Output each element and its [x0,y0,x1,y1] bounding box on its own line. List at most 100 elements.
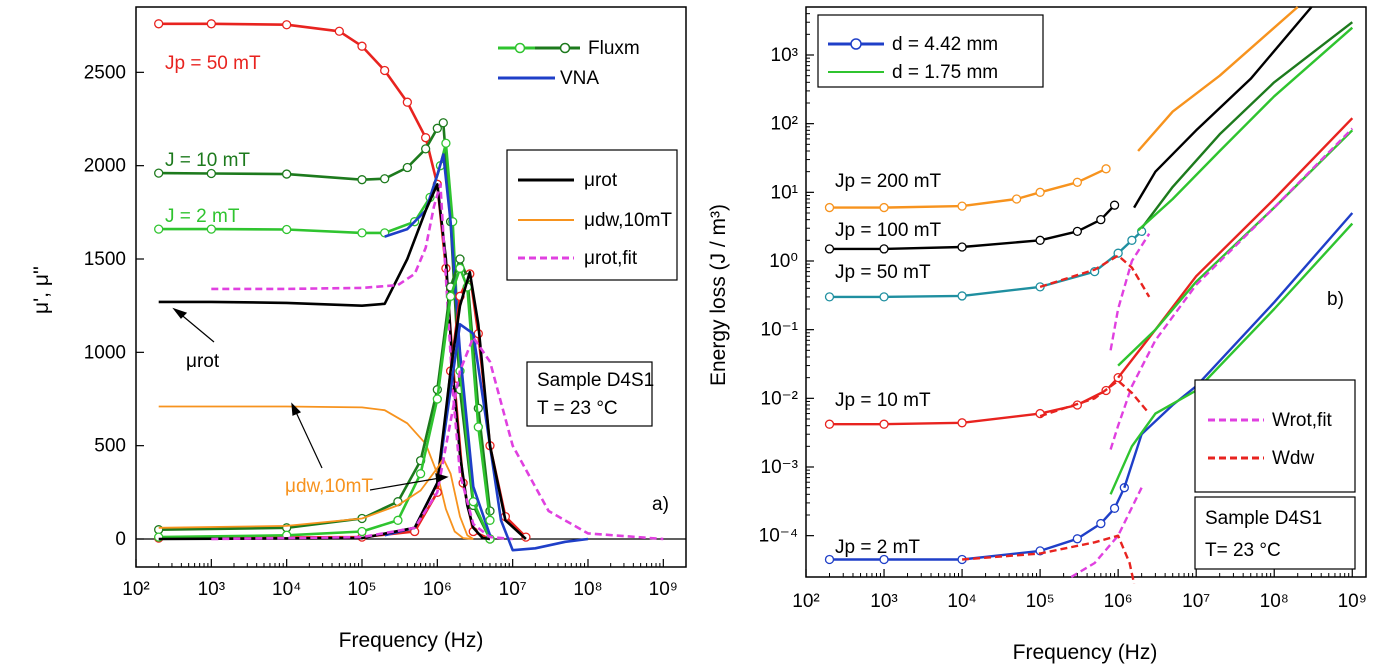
series-line [158,405,474,540]
series-point [154,19,164,29]
series-point [402,162,412,173]
series-point [357,175,367,185]
series-point [957,291,967,301]
series-line [1137,26,1354,232]
series-point [1072,177,1082,187]
legend-d442: d = 4.42 mm [892,34,998,55]
sample-name-a: Sample D4S1 [537,370,654,391]
series-point [824,419,835,429]
series-point [1035,235,1045,245]
series-line [384,153,492,536]
series-point [206,224,216,234]
series-point [879,292,889,302]
y-tick-label-b: 10³ [771,45,798,66]
series-point [1011,194,1022,204]
panel-a: 10² 10³ 10⁴ 10⁵ 10⁶ 10⁷ 10⁸ 10⁹ 0 500 1000 1500 2000… [30,6,687,652]
series-point [957,418,967,428]
series-point [357,228,367,238]
series-line [1109,127,1354,450]
series-line [1123,212,1354,489]
series-line [158,457,474,540]
series-point [824,202,835,213]
legend-fluxm: Fluxm [588,38,640,59]
x-tick-label-a: 10² [122,579,149,600]
series-point [154,168,164,178]
series-point [473,422,483,432]
annot-mu-rot: μrot [186,351,220,372]
series-point [1101,164,1111,174]
annot-b-j100: Jp = 100 mT [835,220,942,241]
series-point [415,469,426,479]
legend-vna: VNA [560,68,599,89]
ylabel-b: Energy loss (J / m³) [707,204,730,386]
series-point [380,65,390,76]
legend-mu-rot: μrot [584,170,618,191]
y-tick-label-a: 1000 [84,342,126,363]
panel-label-a: a) [652,494,669,515]
xlabel-b: Frequency (Hz) [1013,641,1158,664]
y-tick-label-a: 500 [94,436,126,457]
series-point [357,41,367,51]
plot-frame-b [805,6,1367,578]
annot-b-j200: Jp = 200 mT [835,171,942,192]
series-line [158,270,527,541]
series-point [879,202,889,213]
x-tick-label-a: 10⁹ [649,579,678,600]
series-point [380,174,390,184]
ylabel-a: μ', μ'' [30,266,53,314]
series-point [824,244,835,254]
series-point [1109,200,1120,210]
series-point [282,20,292,30]
y-tick-label-a: 1500 [84,249,126,270]
series-point [1113,248,1123,258]
sample-box-b: Sample D4S1 T= 23 °C [1194,496,1356,570]
panel-label-b: b) [1327,289,1344,310]
sample-temp-a: T = 23 °C [537,398,618,419]
annot-b-j50: Jp = 50 mT [835,262,931,283]
series-point [879,244,889,254]
x-tick-label-a: 10⁸ [573,579,602,600]
y-tick-label-a: 2500 [84,62,126,83]
sample-box-a: Sample D4S1 T = 23 °C [526,361,654,427]
series-point [879,419,889,429]
y-tick-label-b: 10² [771,114,798,135]
series-line [1133,6,1313,209]
y-tick-label-a: 0 [115,529,126,550]
y-tick-label-b: 10⁻³ [761,457,799,478]
plot-frame-a [135,6,687,568]
annot-b-j2: Jp = 2 mT [835,537,920,558]
y-tick-label-a: 2000 [84,156,126,177]
series-line [1109,222,1354,495]
series-point [421,144,431,154]
annot-j2: J = 2 mT [165,206,240,227]
series-point [393,515,403,525]
annot-b-j10: Jp = 10 mT [835,390,931,411]
annot-j10: J = 10 mT [165,150,250,171]
series-point [206,19,216,29]
y-tick-label-b: 10⁻¹ [761,320,799,341]
x-tick-label-a: 10⁷ [499,579,527,600]
series-point [455,254,465,264]
legend-a-top: Fluxm VNA [498,38,640,89]
series-point [1127,235,1137,245]
y-tick-label-b: 10¹ [771,182,798,203]
series-point [521,532,531,542]
xlabel-a: Frequency (Hz) [339,629,484,652]
series-point [432,394,442,404]
series-point [485,515,495,525]
series-point [432,123,442,133]
series-point [357,526,367,537]
legend-mu-rot-fit: μrot,fit [584,248,638,269]
annot-mu-dw: μdw,10mT [285,476,373,497]
x-tick-label-a: 10⁴ [272,579,301,600]
series-point [421,133,431,143]
series-line [962,534,1136,584]
series-line [211,183,513,541]
series-point [1096,215,1106,225]
series-line [1140,21,1354,229]
annotation-arrows-a [172,307,449,491]
series-line [1070,487,1143,579]
series-point [824,554,835,565]
y-tick-label-b: 10⁰ [769,251,798,272]
